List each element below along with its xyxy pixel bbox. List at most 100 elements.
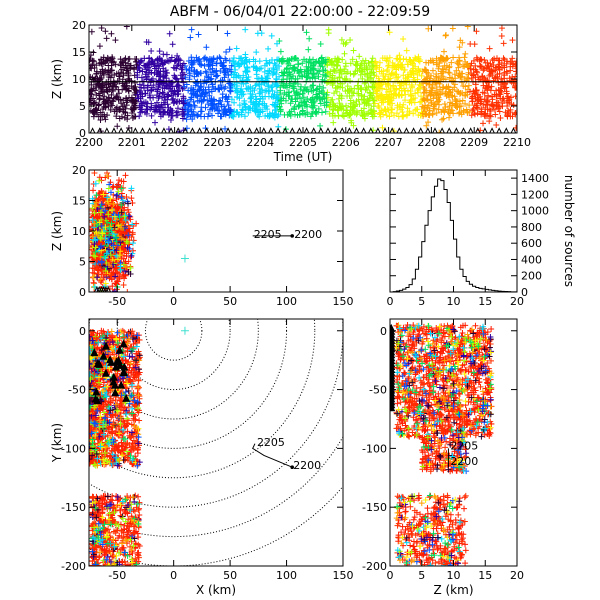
source-marker xyxy=(433,71,440,78)
source-marker xyxy=(104,172,111,179)
source-marker xyxy=(343,102,350,109)
source-marker xyxy=(279,55,286,62)
source-marker xyxy=(125,200,132,207)
source-marker xyxy=(89,415,94,422)
source-marker xyxy=(112,446,119,453)
ground-station-marker xyxy=(417,127,424,133)
source-marker xyxy=(379,124,386,131)
ground-station-marker xyxy=(353,127,360,133)
source-marker xyxy=(109,97,116,104)
source-marker xyxy=(124,428,131,435)
source-marker xyxy=(412,107,419,114)
source-marker xyxy=(329,79,336,86)
source-marker xyxy=(428,72,435,79)
source-marker xyxy=(193,69,200,76)
source-marker xyxy=(456,61,463,68)
source-marker xyxy=(403,81,410,88)
source-marker xyxy=(91,210,98,217)
source-marker xyxy=(294,90,301,97)
source-marker xyxy=(90,109,97,116)
source-marker xyxy=(287,112,294,119)
source-marker xyxy=(206,55,213,62)
source-marker xyxy=(116,90,123,97)
source-marker xyxy=(104,425,111,432)
source-marker xyxy=(102,224,109,231)
source-marker xyxy=(350,47,357,54)
source-marker xyxy=(259,96,266,103)
source-marker xyxy=(439,88,446,95)
source-marker xyxy=(103,35,110,42)
source-marker xyxy=(163,51,170,58)
source-marker xyxy=(161,59,168,66)
source-marker xyxy=(173,83,180,90)
source-marker xyxy=(89,28,95,35)
source-marker xyxy=(112,61,119,68)
ground-station-marker xyxy=(275,127,281,133)
source-marker xyxy=(98,85,105,92)
source-marker xyxy=(89,52,94,59)
source-marker xyxy=(119,197,126,204)
source-marker xyxy=(449,25,456,32)
source-marker xyxy=(173,65,180,72)
source-marker xyxy=(450,54,457,61)
source-marker xyxy=(306,56,313,63)
source-marker xyxy=(404,74,411,81)
source-marker xyxy=(433,94,440,101)
source-marker xyxy=(500,55,507,62)
source-marker xyxy=(322,108,329,115)
source-marker xyxy=(494,75,501,82)
source-marker xyxy=(164,91,171,98)
source-marker xyxy=(234,94,241,101)
source-marker xyxy=(494,99,501,106)
source-marker xyxy=(487,113,494,120)
source-marker xyxy=(126,229,133,236)
source-marker xyxy=(336,69,343,76)
source-marker xyxy=(295,69,302,76)
source-marker xyxy=(258,65,265,72)
source-marker xyxy=(498,89,505,96)
source-marker xyxy=(114,77,121,84)
source-marker xyxy=(184,112,191,119)
source-marker xyxy=(123,80,130,87)
source-marker xyxy=(186,72,193,79)
source-marker xyxy=(509,37,516,44)
source-marker xyxy=(190,86,197,93)
ground-station-marker xyxy=(93,286,100,292)
source-marker xyxy=(94,231,101,238)
source-marker xyxy=(238,109,245,116)
source-marker xyxy=(323,99,330,106)
source-marker xyxy=(102,104,109,111)
source-marker xyxy=(136,67,143,74)
source-marker xyxy=(290,88,297,95)
ground-station-marker xyxy=(103,286,109,292)
source-marker xyxy=(396,92,403,99)
ground-station-marker xyxy=(146,127,153,133)
source-marker xyxy=(107,106,114,113)
source-marker xyxy=(205,101,212,108)
source-marker xyxy=(219,62,226,69)
source-marker xyxy=(113,84,120,91)
source-marker xyxy=(132,87,139,94)
source-marker xyxy=(180,100,187,107)
range-ring xyxy=(89,319,259,420)
source-marker xyxy=(273,110,280,117)
source-marker xyxy=(266,60,273,67)
source-marker xyxy=(407,97,414,104)
ground-station-marker xyxy=(260,127,267,133)
source-marker xyxy=(414,86,421,93)
source-marker xyxy=(134,91,141,98)
source-marker xyxy=(274,67,281,74)
source-marker xyxy=(241,97,248,104)
source-marker xyxy=(303,86,310,93)
source-marker xyxy=(510,80,517,87)
source-marker xyxy=(97,209,104,216)
source-marker xyxy=(472,81,479,88)
source-marker xyxy=(268,84,275,91)
source-marker xyxy=(435,74,442,81)
source-marker xyxy=(468,70,475,77)
source-marker xyxy=(327,59,334,66)
source-marker xyxy=(129,200,136,207)
source-marker xyxy=(116,107,123,114)
source-marker xyxy=(386,113,393,120)
source-marker xyxy=(161,85,168,92)
